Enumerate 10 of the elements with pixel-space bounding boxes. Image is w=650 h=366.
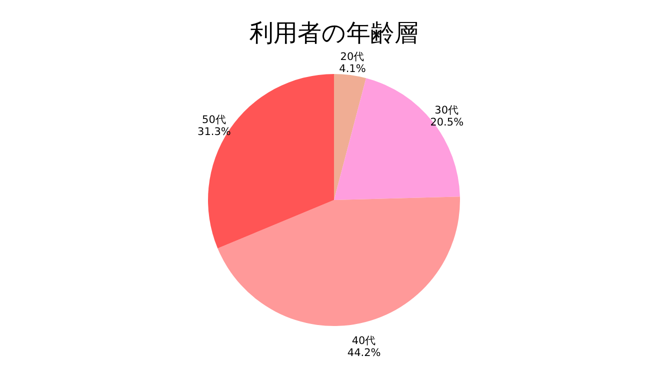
data-label: 44.2%	[347, 346, 381, 359]
pie-slice	[334, 74, 366, 200]
slice-label: 40代	[352, 334, 376, 347]
data-label: 20.5%	[430, 116, 464, 129]
slice-label: 50代	[202, 114, 226, 126]
data-label: 4.1%	[339, 63, 366, 76]
chart-title: 利用者の年齢層	[250, 19, 418, 48]
pie-slice	[218, 196, 460, 326]
slice-label: 30代	[434, 104, 460, 117]
slice-label: 20代	[340, 51, 365, 64]
